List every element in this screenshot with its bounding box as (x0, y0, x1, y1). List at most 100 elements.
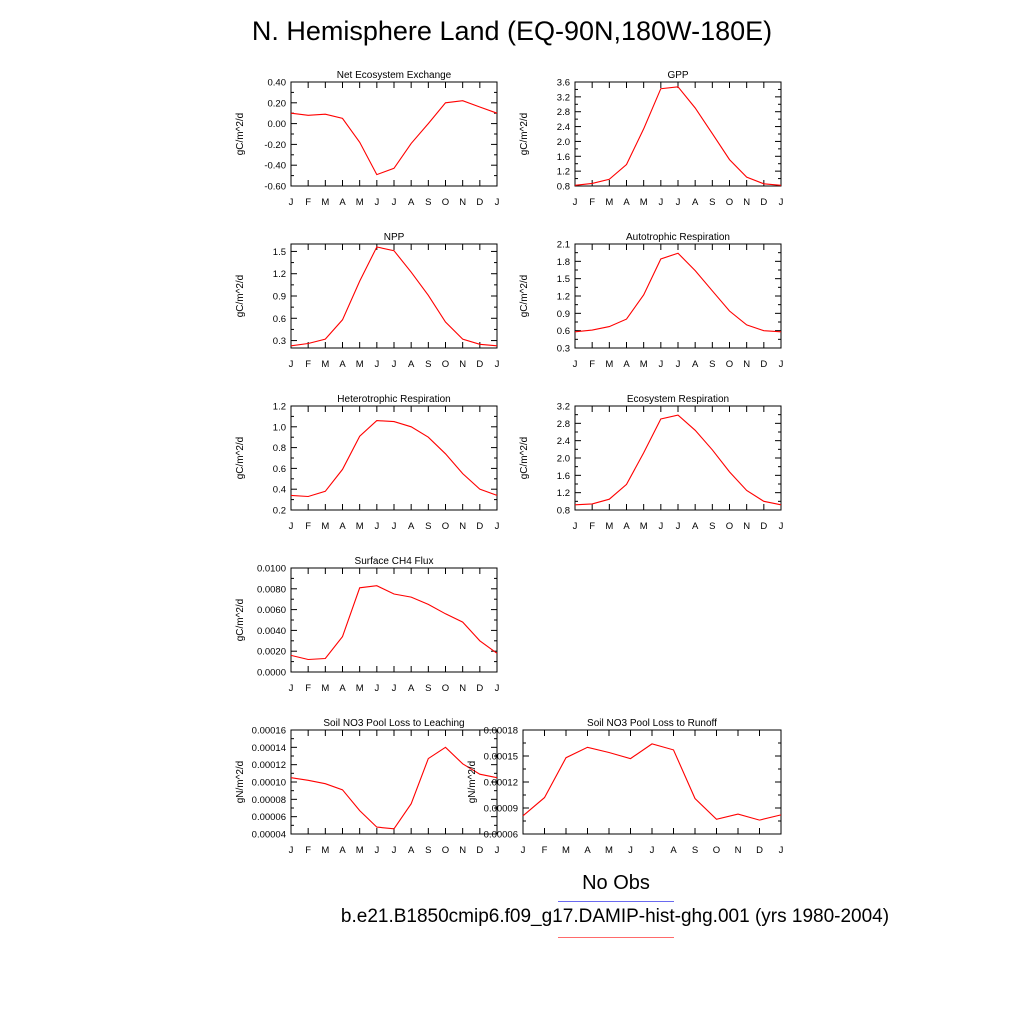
main-title: N. Hemisphere Land (EQ-90N,180W-180E) (251, 16, 773, 46)
y-tick-label: 0.8 (273, 443, 286, 454)
y-tick-label: 2.1 (557, 240, 570, 251)
x-tick-label: D (760, 521, 767, 532)
x-tick-label: J (289, 359, 294, 370)
x-tick-label: S (425, 521, 431, 532)
y-tick-label: 0.00004 (252, 830, 286, 841)
panel-frame-1 (574, 81, 782, 187)
y-tick-label: 1.2 (557, 167, 570, 178)
x-tick-label: O (726, 359, 733, 370)
y-tick-label: 0.00015 (484, 752, 518, 763)
y-tick-label: 0.40 (268, 78, 287, 89)
y-tick-label: 0.2 (273, 506, 286, 517)
y-tick-label: 0.6 (557, 326, 570, 337)
x-tick-label: M (356, 359, 364, 370)
x-tick-label: F (305, 521, 311, 532)
panel-title: Autotrophic Respiration (626, 232, 730, 243)
x-tick-label: S (425, 197, 431, 208)
x-tick-label: J (676, 197, 681, 208)
legend-case-line (558, 937, 674, 938)
x-tick-label: A (339, 683, 346, 694)
x-tick-label: D (756, 845, 763, 856)
x-tick-label: F (589, 521, 595, 532)
series-line-0 (574, 252, 782, 333)
x-tick-label: J (779, 359, 784, 370)
x-tick-label: J (676, 521, 681, 532)
x-tick-label: J (392, 359, 397, 370)
y-axis-label: gC/m^2/d (519, 113, 530, 156)
x-tick-label: A (692, 197, 699, 208)
y-tick-label: 0.00018 (484, 726, 518, 737)
y-tick-label: -0.60 (264, 182, 286, 193)
x-tick-label: J (374, 359, 379, 370)
x-tick-label: J (495, 197, 500, 208)
y-tick-label: 1.6 (557, 152, 570, 163)
x-tick-label: O (726, 197, 733, 208)
x-tick-label: J (374, 683, 379, 694)
x-tick-label: J (495, 845, 500, 856)
x-tick-label: J (676, 359, 681, 370)
panel-title: Ecosystem Respiration (627, 394, 729, 405)
y-tick-label: 0.00 (268, 119, 287, 130)
x-tick-label: J (392, 197, 397, 208)
x-tick-label: D (476, 845, 483, 856)
x-tick-label: S (425, 845, 431, 856)
x-tick-label: S (425, 359, 431, 370)
x-tick-label: A (408, 359, 415, 370)
y-tick-label: -0.40 (264, 161, 286, 172)
panel-title: Heterotrophic Respiration (337, 394, 450, 405)
x-tick-label: J (779, 197, 784, 208)
x-tick-label: A (339, 359, 346, 370)
y-axis-label: gC/m^2/d (235, 437, 246, 480)
series-line-0 (574, 86, 782, 186)
x-tick-label: N (459, 845, 466, 856)
y-tick-label: 2.4 (557, 122, 570, 133)
x-tick-label: F (589, 359, 595, 370)
x-tick-label: O (442, 197, 449, 208)
x-tick-label: A (670, 845, 677, 856)
x-tick-label: S (709, 521, 715, 532)
x-tick-label: J (573, 359, 578, 370)
x-tick-label: S (709, 359, 715, 370)
panel-frame-3 (574, 243, 782, 349)
y-tick-label: 3.2 (557, 402, 570, 413)
x-tick-label: J (392, 845, 397, 856)
x-tick-label: D (476, 197, 483, 208)
y-tick-label: 1.5 (557, 274, 570, 285)
x-tick-label: J (779, 845, 784, 856)
y-axis-label: gC/m^2/d (235, 275, 246, 318)
x-tick-label: O (442, 683, 449, 694)
x-tick-label: F (542, 845, 548, 856)
x-tick-label: M (356, 521, 364, 532)
x-tick-label: M (321, 845, 329, 856)
y-tick-label: 0.0080 (257, 584, 286, 595)
x-tick-label: J (289, 197, 294, 208)
panel-frame-8 (522, 729, 782, 835)
panel-title: Surface CH4 Flux (355, 556, 434, 567)
y-tick-label: 2.8 (557, 107, 570, 118)
series-line-0 (522, 743, 782, 821)
legend-no-obs-label: No Obs (582, 872, 650, 894)
x-tick-label: F (589, 197, 595, 208)
y-tick-label: 1.5 (273, 247, 286, 258)
y-tick-label: 0.00009 (484, 804, 518, 815)
x-tick-label: A (692, 359, 699, 370)
x-tick-label: F (305, 359, 311, 370)
legend-no-obs-line (558, 901, 674, 902)
panel-title: Soil NO3 Pool Loss to Leaching (323, 718, 464, 729)
y-tick-label: 1.2 (557, 292, 570, 303)
y-tick-label: 0.20 (268, 98, 287, 109)
x-tick-label: J (289, 683, 294, 694)
x-tick-label: A (623, 197, 630, 208)
x-tick-label: O (442, 521, 449, 532)
x-tick-label: S (425, 683, 431, 694)
x-tick-label: N (459, 197, 466, 208)
y-tick-label: 0.8 (557, 506, 570, 517)
x-tick-label: O (713, 845, 720, 856)
y-tick-label: 1.8 (557, 257, 570, 268)
y-tick-label: 0.6 (273, 464, 286, 475)
x-tick-label: M (605, 521, 613, 532)
x-tick-label: M (640, 359, 648, 370)
y-tick-label: 1.2 (273, 402, 286, 413)
x-tick-label: J (521, 845, 526, 856)
y-tick-label: 3.6 (557, 78, 570, 89)
